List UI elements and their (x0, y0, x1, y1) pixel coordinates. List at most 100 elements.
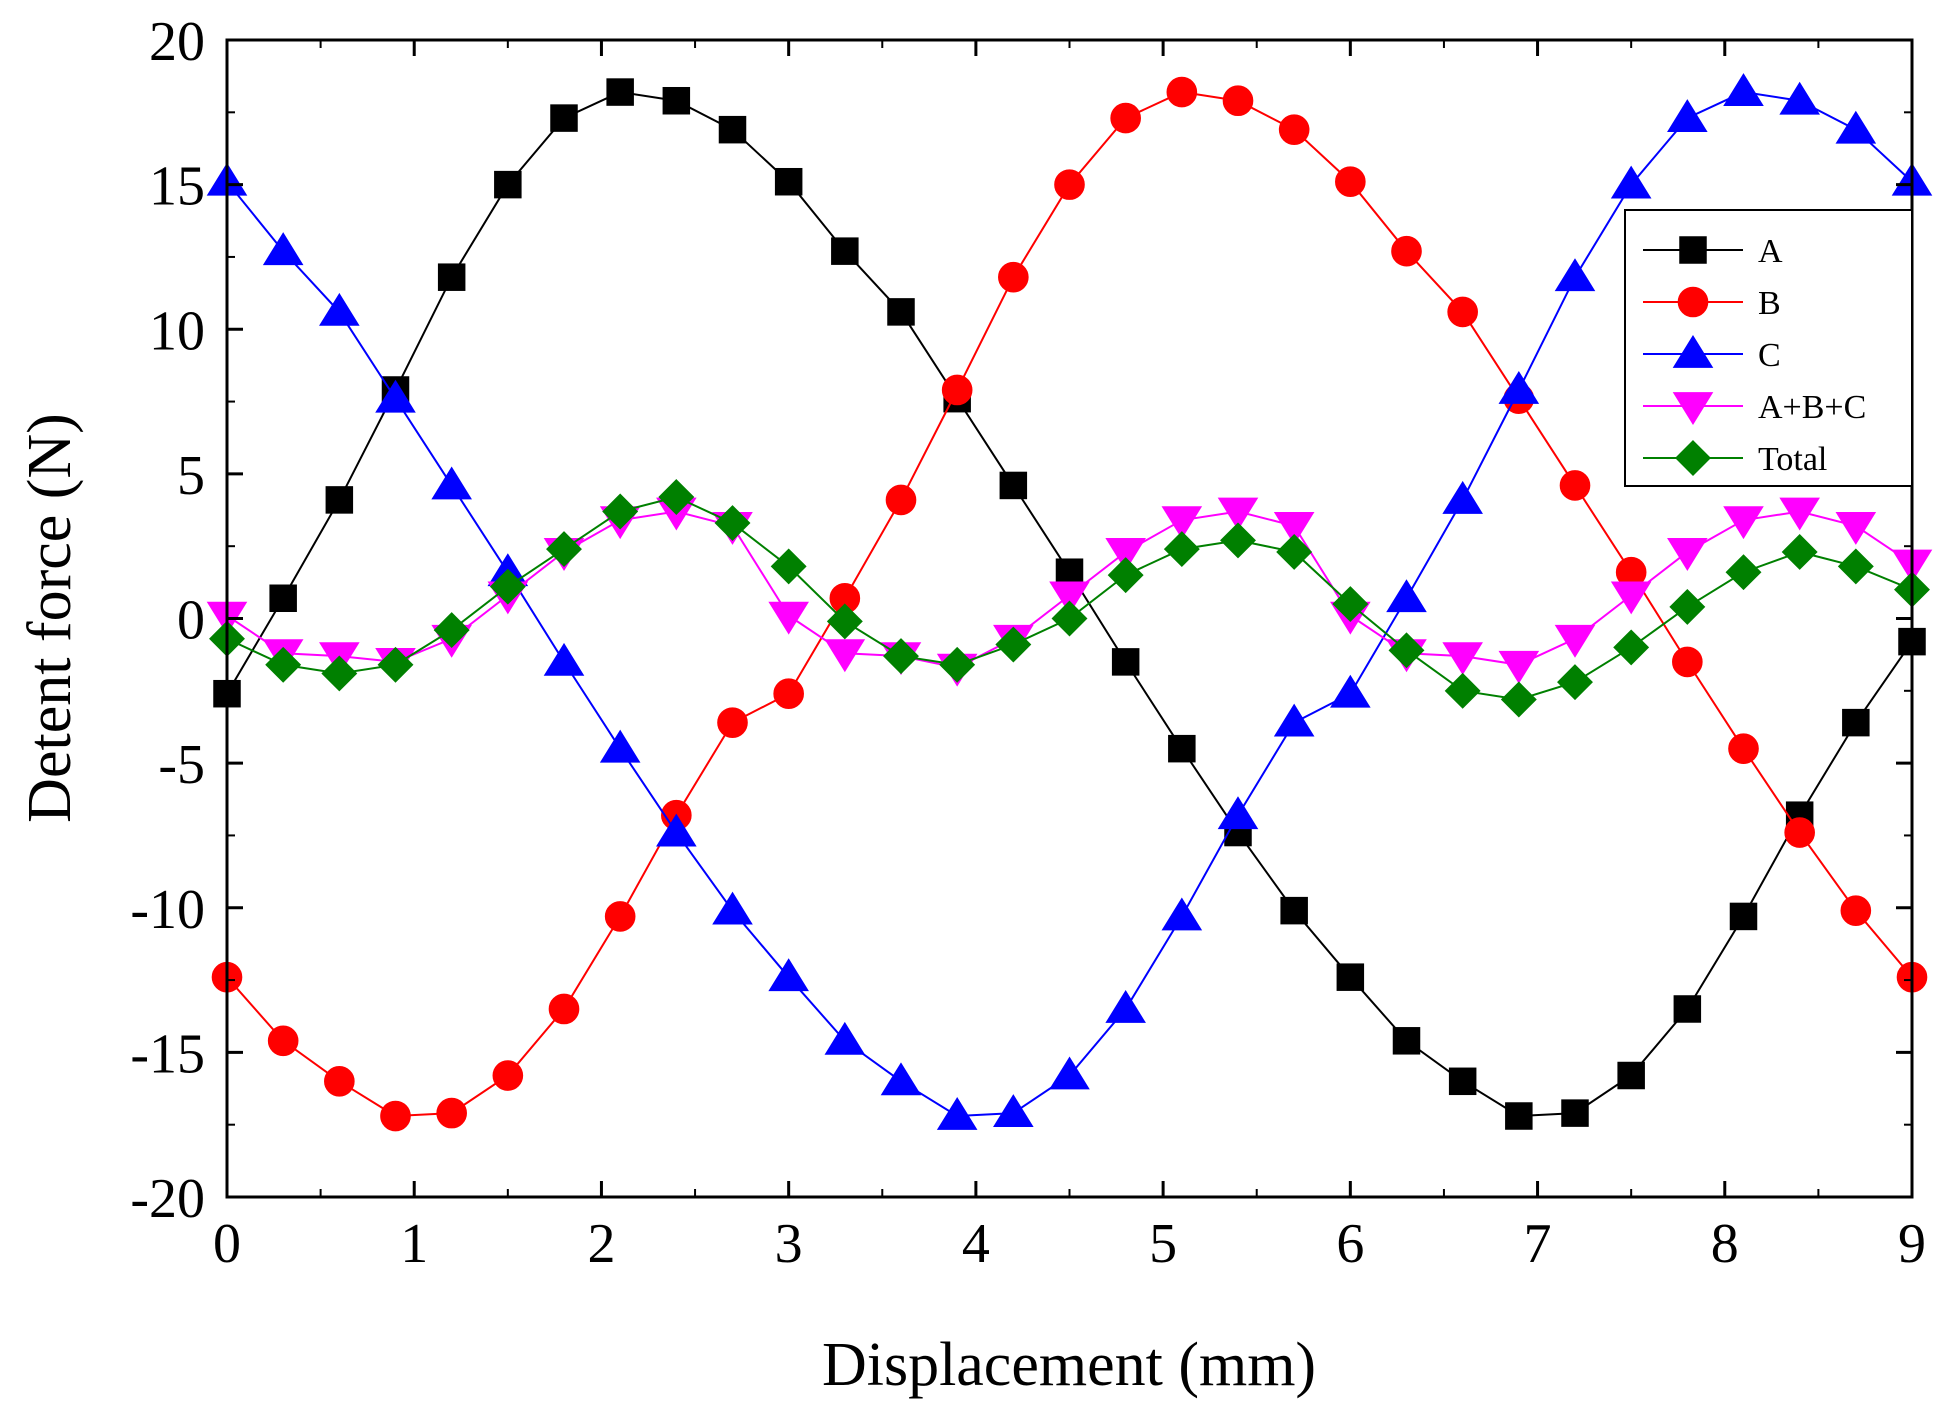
data-point-a-b-c (1273, 512, 1315, 545)
data-point-total (1669, 588, 1706, 625)
data-point-total (1388, 632, 1425, 669)
data-point-total (1163, 531, 1200, 568)
data-point-a (437, 263, 466, 291)
data-point-c (880, 1062, 922, 1096)
data-point-c (936, 1097, 978, 1130)
data-point-a (1448, 1067, 1477, 1096)
y-tick-label: 20 (149, 11, 205, 73)
data-point-b (492, 1060, 524, 1091)
legend-label: A (1758, 233, 1783, 270)
legend-box (1624, 209, 1913, 487)
data-point-b (1559, 470, 1591, 501)
data-point-a (1392, 1027, 1421, 1055)
data-point-a (1842, 708, 1870, 737)
data-point-c (1779, 81, 1820, 115)
data-point-c (1498, 371, 1540, 404)
data-point-c (1049, 1056, 1090, 1090)
data-point-total (1051, 600, 1088, 637)
data-point-b (773, 678, 804, 710)
data-point-b (604, 901, 636, 932)
data-point-total (1557, 664, 1593, 701)
data-point-a (1111, 648, 1140, 676)
x-tick-label: 0 (213, 1213, 241, 1275)
data-point-total (1613, 629, 1650, 666)
data-point-c (1835, 110, 1877, 144)
x-tick-label: 1 (400, 1213, 428, 1275)
data-point-a-b-c (1835, 512, 1877, 545)
data-point-c (1161, 897, 1203, 931)
data-point-b (548, 993, 580, 1025)
data-point-total (939, 646, 976, 683)
y-axis-title: Detent force (N) (16, 413, 84, 823)
legend-marker-b (1677, 286, 1709, 318)
legend-marker-c (1672, 335, 1714, 368)
legend-label: C (1758, 337, 1781, 374)
data-point-total (1781, 534, 1818, 570)
legend-entry-c: C (1643, 335, 1781, 374)
data-point-total (1107, 557, 1144, 594)
data-point-a (606, 78, 634, 106)
data-point-a-b-c (1779, 497, 1820, 531)
data-point-a-b-c (1161, 506, 1203, 540)
data-point-total (1276, 534, 1313, 570)
y-tick-label: -20 (130, 1168, 205, 1230)
data-point-c (319, 292, 360, 326)
data-point-b (1728, 733, 1759, 764)
data-point-a (1168, 734, 1196, 763)
y-tick-label: 0 (177, 590, 205, 652)
data-point-c (1610, 165, 1652, 199)
axis-tick-labels: 0 1 2 3 4 5 6 7 8 9 20 15 10 5 0 -5 -10 -15 -20 (130, 11, 1926, 1275)
data-point-c (1273, 703, 1315, 737)
data-point-a (1055, 558, 1084, 586)
data-point-a (662, 86, 691, 115)
data-point-a (1280, 896, 1308, 925)
data-point-total (714, 505, 751, 542)
data-point-total (433, 612, 470, 649)
data-point-a-b-c (1442, 642, 1483, 676)
legend-marker-a (1679, 236, 1707, 264)
data-point-b (1222, 85, 1254, 117)
data-point-b (324, 1065, 355, 1097)
data-point-b (1447, 296, 1478, 328)
x-tick-label: 9 (1898, 1213, 1926, 1275)
data-point-a-b-c (1498, 650, 1540, 684)
data-point-b (1784, 817, 1815, 848)
data-point-b (1278, 114, 1310, 145)
data-point-b (1054, 169, 1085, 200)
data-point-a (999, 471, 1028, 500)
data-point-c (1330, 674, 1371, 708)
data-point-b (1391, 235, 1422, 267)
x-tick-label: 7 (1524, 1213, 1552, 1275)
legend-entry-total: Total (1643, 440, 1827, 478)
data-point-a-b-c (1667, 538, 1708, 571)
data-point-c (375, 379, 416, 413)
data-point-c (431, 466, 472, 500)
data-point-total (826, 603, 863, 640)
axis-ticks (225, 38, 1914, 1199)
data-point-a (1617, 1061, 1645, 1090)
x-tick-label: 8 (1711, 1213, 1739, 1275)
legend-marker-a-b-c (1672, 392, 1714, 425)
data-point-c (768, 958, 809, 992)
data-point-total (1220, 522, 1256, 559)
data-point-b (1672, 646, 1703, 678)
data-point-b (1166, 76, 1198, 108)
data-point-b (717, 707, 748, 738)
data-point-a (774, 167, 803, 196)
data-point-b (380, 1100, 411, 1132)
data-point-total (1837, 548, 1874, 585)
data-point-a-b-c (824, 639, 866, 673)
data-point-c (1386, 579, 1427, 613)
data-point-a-b-c (1105, 538, 1146, 571)
data-point-a (269, 584, 297, 613)
data-point-total (1500, 681, 1537, 718)
data-point-a-b-c (1049, 581, 1090, 615)
legend-marker-total (1675, 440, 1711, 476)
data-point-a (831, 237, 859, 265)
data-point-a-b-c (768, 601, 809, 635)
data-point-c (656, 813, 697, 847)
data-point-total (602, 493, 639, 530)
data-point-c (599, 729, 641, 763)
